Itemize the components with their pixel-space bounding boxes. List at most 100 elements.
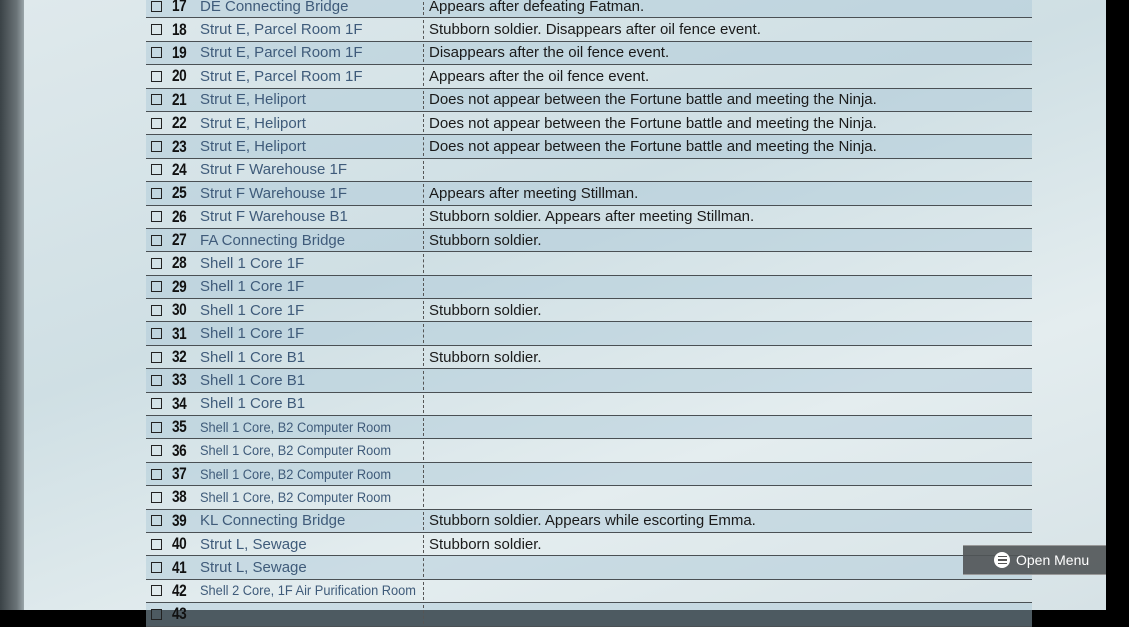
note: Appears after meeting Stillman. — [429, 184, 639, 202]
checkbox[interactable] — [151, 374, 162, 386]
checkbox[interactable] — [151, 281, 162, 293]
column-divider — [423, 581, 424, 601]
row-number: 40 — [172, 534, 187, 554]
checkbox[interactable] — [151, 328, 162, 340]
table-row: 20 Strut E, Parcel Room 1F Appears after… — [146, 65, 1032, 89]
checkbox[interactable] — [151, 0, 162, 12]
table-row: 33 Shell 1 Core B1 — [146, 369, 1032, 393]
row-number: 37 — [172, 464, 187, 483]
row-number: 36 — [172, 440, 187, 460]
checkbox[interactable] — [151, 234, 162, 246]
location: Shell 1 Core, B2 Computer Room — [200, 466, 392, 482]
location: Strut E, Parcel Room 1F — [200, 21, 363, 39]
column-divider — [423, 20, 424, 39]
column-divider — [423, 347, 424, 367]
checkbox[interactable] — [151, 257, 162, 269]
note: Does not appear between the Fortune batt… — [429, 114, 877, 132]
column-divider — [423, 301, 424, 320]
checkbox[interactable] — [151, 117, 162, 129]
note: Appears after defeating Fatman. — [429, 0, 645, 15]
checkbox[interactable] — [151, 211, 162, 223]
row-number: 31 — [172, 323, 187, 343]
menu-icon — [994, 552, 1010, 568]
open-menu-button[interactable]: Open Menu — [963, 545, 1106, 575]
row-number: 42 — [172, 580, 187, 600]
location: Shell 1 Core, B2 Computer Room — [200, 419, 392, 435]
location: Strut F Warehouse 1F — [200, 184, 347, 202]
checkbox[interactable] — [151, 445, 162, 457]
row-number: 34 — [172, 393, 187, 413]
checkbox[interactable] — [151, 608, 162, 620]
checkbox[interactable] — [151, 304, 162, 316]
location: Shell 1 Core B1 — [200, 348, 306, 366]
checkbox[interactable] — [151, 491, 162, 503]
column-divider — [423, 277, 424, 297]
row-number: 28 — [172, 253, 187, 273]
row-number: 19 — [172, 42, 187, 62]
column-divider — [423, 324, 424, 343]
table-row: 25 Strut F Warehouse 1F Appears after me… — [146, 182, 1032, 206]
location: KL Connecting Bridge — [200, 512, 346, 530]
column-divider — [423, 43, 424, 63]
location: Strut F Warehouse B1 — [200, 208, 348, 226]
row-number: 32 — [172, 347, 187, 367]
checkbox[interactable] — [151, 421, 162, 433]
column-divider — [423, 184, 424, 203]
location: Shell 1 Core, B2 Computer Room — [200, 489, 392, 505]
row-number: 38 — [172, 487, 187, 507]
location: Strut L, Sewage — [200, 535, 307, 553]
table-row: 19 Strut E, Parcel Room 1F Disappears af… — [146, 41, 1032, 66]
column-divider — [423, 464, 424, 484]
page-edge — [0, 0, 24, 610]
checkbox[interactable] — [151, 94, 162, 106]
row-number: 27 — [172, 230, 187, 250]
location: Strut E, Heliport — [200, 138, 306, 156]
location: Shell 2 Core, 1F Air Purification Room — [200, 583, 416, 599]
table-row: 42 Shell 2 Core, 1F Air Purification Roo… — [146, 580, 1032, 604]
checkbox[interactable] — [151, 47, 162, 59]
column-divider — [423, 254, 424, 273]
row-number: 35 — [172, 417, 187, 437]
table-row: 37 Shell 1 Core, B2 Computer Room — [146, 462, 1032, 487]
location: Strut L, Sewage — [200, 559, 307, 577]
checkbox[interactable] — [151, 70, 162, 82]
note: Does not appear between the Fortune batt… — [429, 138, 877, 156]
column-divider — [423, 207, 424, 226]
location: FA Connecting Bridge — [200, 231, 346, 249]
table-row: 39 KL Connecting Bridge Stubborn soldier… — [146, 509, 1032, 533]
checkbox[interactable] — [151, 468, 162, 480]
checkbox[interactable] — [151, 164, 162, 176]
checkbox[interactable] — [151, 141, 162, 153]
table-row: 40 Strut L, Sewage Stubborn soldier. — [146, 533, 1032, 557]
table-row: 21 Strut E, Heliport Does not appear bet… — [146, 88, 1032, 112]
guide-page — [24, 0, 1106, 610]
note: Stubborn soldier. Appears after meeting … — [429, 208, 755, 226]
row-number: 17 — [172, 0, 187, 16]
checkbox[interactable] — [151, 351, 162, 363]
table-row: 22 Strut E, Heliport Does not appear bet… — [146, 112, 1032, 136]
checkbox[interactable] — [151, 515, 162, 527]
checkbox[interactable] — [151, 538, 162, 550]
table-row: 31 Shell 1 Core 1F — [146, 322, 1032, 346]
location: Shell 1 Core, B2 Computer Room — [200, 443, 392, 459]
checkbox[interactable] — [151, 562, 162, 574]
location: Shell 1 Core 1F — [200, 301, 305, 319]
location: DE Connecting Bridge — [200, 0, 349, 15]
location: Shell 1 Core 1F — [200, 254, 305, 272]
column-divider — [423, 418, 424, 437]
table-row: 34 Shell 1 Core B1 — [146, 393, 1032, 417]
column-divider — [423, 488, 424, 507]
row-number: 43 — [172, 604, 187, 624]
note: Does not appear between the Fortune batt… — [429, 91, 877, 109]
location: Shell 1 Core B1 — [200, 371, 306, 389]
checkbox[interactable] — [151, 585, 162, 597]
table-row: 38 Shell 1 Core, B2 Computer Room — [146, 486, 1032, 510]
location: Shell 1 Core 1F — [200, 278, 305, 296]
checkbox[interactable] — [151, 398, 162, 410]
checkbox[interactable] — [151, 187, 162, 199]
column-divider — [423, 534, 424, 554]
table-row: 27 FA Connecting Bridge Stubborn soldier… — [146, 228, 1032, 253]
location: Strut E, Heliport — [200, 91, 306, 109]
checkbox[interactable] — [151, 24, 162, 36]
column-divider — [423, 605, 424, 624]
